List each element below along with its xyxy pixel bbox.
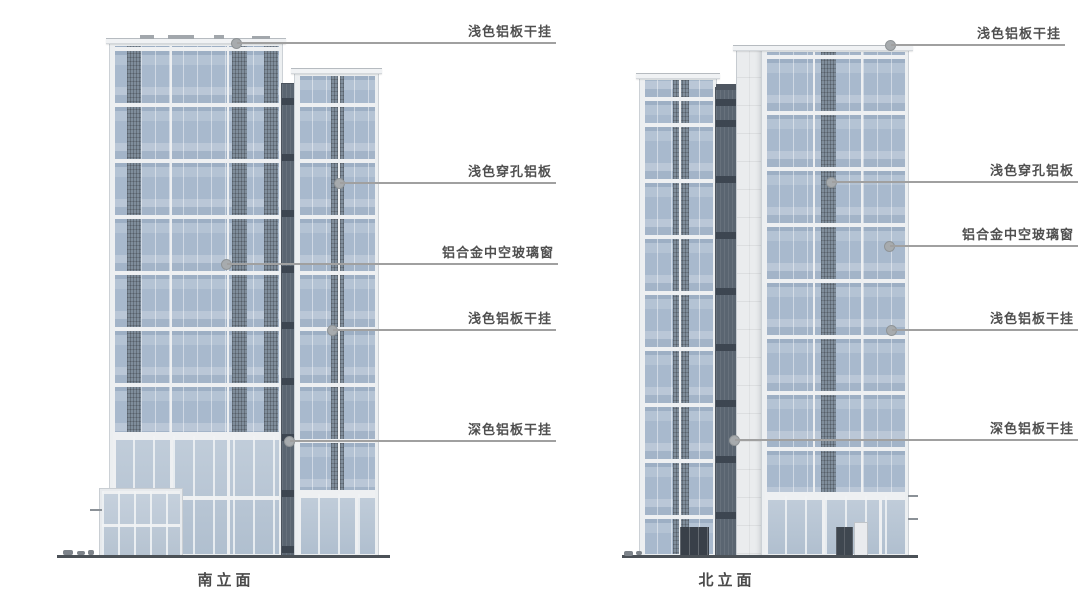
south-small-parapet xyxy=(291,68,382,74)
annotation-perforated-aluminum-panel: 浅色穿孔铝板 xyxy=(826,161,1078,188)
annotation-light-aluminum-panel: 浅色铝板干挂 xyxy=(885,24,1065,51)
south-podium-canopy xyxy=(90,509,102,511)
annotation-label: 浅色穿孔铝板 xyxy=(989,163,1074,178)
annotation-light-aluminum-panel: 浅色铝板干挂 xyxy=(327,309,556,336)
south-ground-line xyxy=(57,555,390,558)
leader-line xyxy=(892,329,1078,331)
north-canopy-stub xyxy=(908,518,918,520)
annotation-label: 浅色铝板干挂 xyxy=(467,24,552,39)
rooftop-equipment xyxy=(168,35,194,39)
annotation-label: 浅色铝板干挂 xyxy=(467,311,552,326)
north-main-lobby xyxy=(765,492,905,554)
rooftop-equipment xyxy=(252,36,270,39)
north-main-mullions xyxy=(765,52,905,554)
north-canopy-stub xyxy=(908,495,918,497)
north-connector-bands xyxy=(716,88,737,557)
leader-line xyxy=(832,181,1078,183)
annotation-light-aluminum-panel: 浅色铝板干挂 xyxy=(231,22,556,49)
north-main-parapet xyxy=(733,45,913,51)
leader-line xyxy=(890,245,1078,247)
annotation-label: 铝合金中空玻璃窗 xyxy=(441,245,554,260)
south-podium xyxy=(100,489,182,557)
south-connector-strip xyxy=(282,84,295,557)
bush-mark xyxy=(636,551,642,555)
north-connector-cap xyxy=(716,84,737,90)
south-main-parapet xyxy=(106,38,286,44)
leader-line xyxy=(290,440,556,442)
annotation-label: 浅色铝板干挂 xyxy=(989,311,1074,326)
bush-mark xyxy=(77,551,85,555)
annotation-label: 深色铝板干挂 xyxy=(989,421,1074,436)
annotation-perforated-aluminum-panel: 浅色穿孔铝板 xyxy=(334,162,556,189)
annotation-label: 浅色穿孔铝板 xyxy=(467,164,552,179)
annotation-label: 浅色铝板干挂 xyxy=(976,26,1061,41)
bush-mark xyxy=(88,550,94,555)
north-narrow-parapet xyxy=(636,73,720,79)
north-elevation-title: 北立面 xyxy=(698,572,756,589)
annotation-label: 深色铝板干挂 xyxy=(467,422,552,437)
leader-line xyxy=(340,182,556,184)
north-entrance-door xyxy=(680,527,709,557)
rooftop-equipment xyxy=(214,35,224,39)
north-ground-line xyxy=(622,555,918,558)
leader-line xyxy=(891,44,1065,46)
north-core-strip xyxy=(737,49,762,557)
south-small-mullions xyxy=(298,75,375,554)
south-main-tower xyxy=(110,42,282,557)
rooftop-equipment xyxy=(140,35,154,39)
north-main-tower xyxy=(762,49,908,557)
south-elevation-title: 南立面 xyxy=(197,572,255,589)
leader-line xyxy=(237,42,556,44)
bush-mark xyxy=(624,551,633,556)
bush-mark xyxy=(63,550,73,555)
north-narrow-tower xyxy=(640,77,716,557)
annotation-label: 铝合金中空玻璃窗 xyxy=(961,227,1074,242)
north-base-pilaster xyxy=(855,523,867,557)
north-base-dark-glass xyxy=(836,527,853,557)
annotation-insulated-glass-window: 铝合金中空玻璃窗 xyxy=(884,225,1078,252)
south-connector-bands xyxy=(282,84,295,557)
annotation-light-aluminum-panel: 浅色铝板干挂 xyxy=(886,309,1078,336)
north-connector-strip xyxy=(716,88,737,557)
annotation-dark-aluminum-panel: 深色铝板干挂 xyxy=(284,420,556,447)
annotation-dark-aluminum-panel: 深色铝板干挂 xyxy=(729,419,1078,446)
leader-line xyxy=(333,329,556,331)
annotation-insulated-glass-window: 铝合金中空玻璃窗 xyxy=(221,243,558,270)
leader-line xyxy=(735,439,1078,441)
north-narrow-mullions xyxy=(643,80,713,554)
south-small-lobby xyxy=(298,490,375,554)
leader-line xyxy=(227,263,558,265)
south-small-tower xyxy=(295,72,378,557)
